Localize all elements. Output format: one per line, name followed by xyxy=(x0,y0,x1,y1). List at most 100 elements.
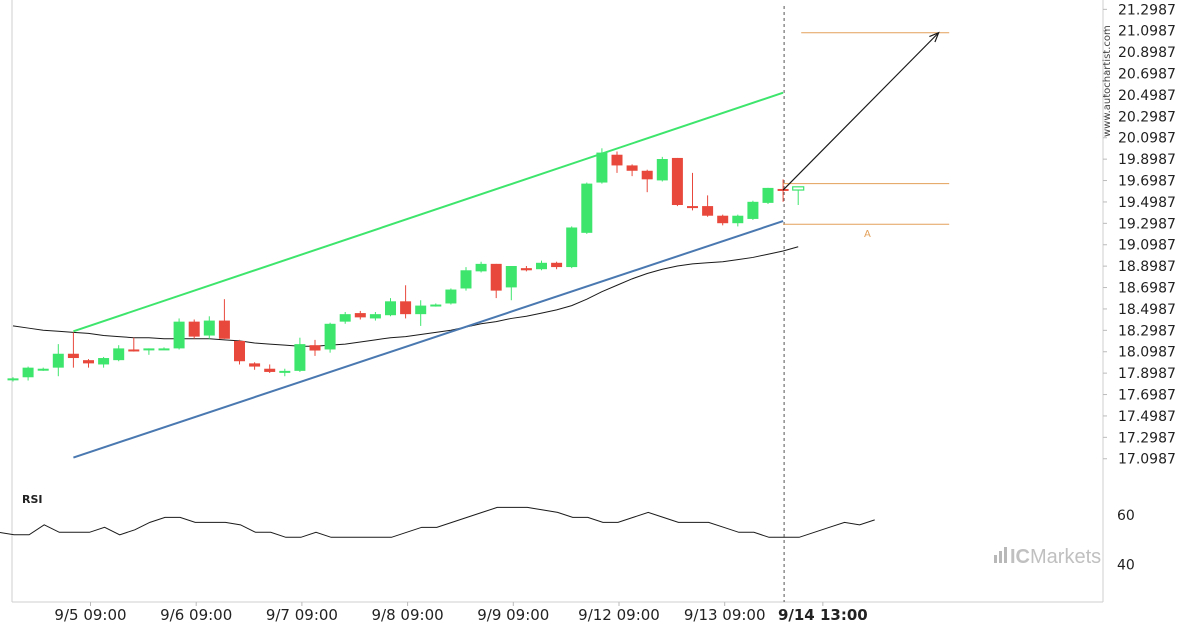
candle xyxy=(218,299,230,339)
candle xyxy=(717,214,729,226)
candle-body xyxy=(354,313,366,318)
candle xyxy=(747,200,759,220)
candle xyxy=(566,226,578,269)
candles-layer xyxy=(7,148,805,382)
candle xyxy=(67,332,79,368)
candle xyxy=(294,337,306,372)
price-tick-label: 20.6987 xyxy=(1118,67,1176,83)
candle-body xyxy=(460,270,472,289)
watermark-text: www.autochartist.com xyxy=(1102,25,1113,137)
price-axis: 21.2987 21.0987 20.8987 20.6987 20.4987 20.29… xyxy=(11,0,1176,603)
price-tick-label: 17.2987 xyxy=(1118,430,1176,446)
candle xyxy=(385,298,396,317)
price-tick-label: 21.0987 xyxy=(1118,24,1176,40)
candle-body xyxy=(717,215,729,224)
price-tick-label: 20.2987 xyxy=(1118,109,1176,125)
candle xyxy=(641,169,653,193)
candle xyxy=(234,339,245,365)
candle-body xyxy=(173,321,185,349)
forecast-arrow-line xyxy=(782,32,940,191)
candle xyxy=(505,266,517,301)
time-tick-label: 9/5 09:00 xyxy=(54,606,126,624)
candle-body xyxy=(702,206,714,216)
candle-body xyxy=(279,370,291,373)
candle-body xyxy=(158,348,170,351)
candle-body xyxy=(218,320,230,339)
candle xyxy=(113,345,125,362)
candle-body xyxy=(98,358,110,365)
candle xyxy=(52,344,64,377)
price-tick-label: 17.4987 xyxy=(1118,409,1176,425)
time-tick-label: 9/7 09:00 xyxy=(266,606,338,624)
candle-body xyxy=(747,201,759,219)
candle xyxy=(369,312,381,321)
candle-body xyxy=(7,378,19,381)
candle-body xyxy=(203,320,215,336)
candle xyxy=(98,356,110,368)
moving-average-layer xyxy=(12,246,799,347)
channel-upper-line xyxy=(73,91,784,333)
logo-bar-3 xyxy=(1004,547,1007,563)
forecast-arrow-layer xyxy=(782,31,940,191)
candle-body xyxy=(762,187,774,203)
candle-body xyxy=(324,323,336,350)
logo-bar-1 xyxy=(994,555,997,563)
candle-body xyxy=(309,345,321,351)
candle-body xyxy=(369,314,381,319)
rsi-label: RSI xyxy=(22,493,43,506)
price-tick-label: 19.2987 xyxy=(1118,216,1176,232)
candle xyxy=(490,263,502,299)
candle xyxy=(551,261,563,270)
price-tick-label: 19.6987 xyxy=(1118,174,1176,190)
candle-body xyxy=(641,170,653,180)
candle xyxy=(460,267,472,291)
candle xyxy=(22,366,34,381)
candle-body xyxy=(566,227,578,268)
candle xyxy=(611,151,623,173)
candle-body xyxy=(264,368,276,372)
candle-body xyxy=(581,183,593,233)
candle xyxy=(7,377,19,382)
logo-text-markets: Markets xyxy=(1030,546,1101,568)
rsi-tick-label: 60 xyxy=(1117,508,1135,524)
candle xyxy=(83,359,94,368)
candle-body xyxy=(400,301,412,315)
price-tick-label: 20.0987 xyxy=(1118,131,1176,147)
candle xyxy=(475,261,487,273)
price-tick-label: 18.0987 xyxy=(1118,345,1176,361)
candle-body xyxy=(415,305,427,315)
candle xyxy=(158,347,170,351)
rsi-tick-label: 40 xyxy=(1117,558,1135,574)
price-tick-label: 20.4987 xyxy=(1118,88,1176,104)
candle xyxy=(581,182,593,234)
candle-body xyxy=(234,340,245,362)
candle xyxy=(702,195,714,217)
candle xyxy=(37,367,49,371)
candle-body xyxy=(626,165,638,171)
candle-body xyxy=(128,349,140,352)
candle-body xyxy=(656,159,668,181)
candle-body xyxy=(475,263,487,272)
candle-body xyxy=(445,289,457,304)
candle xyxy=(732,214,744,227)
candle-body xyxy=(83,360,94,364)
rsi-layer xyxy=(0,506,875,538)
price-tick-label: 17.0987 xyxy=(1118,452,1176,468)
candle xyxy=(626,164,638,177)
candle-body xyxy=(792,186,805,191)
candle xyxy=(264,364,276,374)
price-tick-label: 20.8987 xyxy=(1118,45,1176,61)
price-tick-label: 19.4987 xyxy=(1118,195,1176,211)
candle xyxy=(128,337,140,352)
price-tick-label: 19.0987 xyxy=(1118,238,1176,254)
candle xyxy=(520,266,532,272)
price-tick-label: 18.2987 xyxy=(1118,323,1176,339)
candle xyxy=(596,148,608,184)
price-tick-label: 19.8987 xyxy=(1118,152,1176,168)
candle-body xyxy=(611,154,623,166)
forecast-arrow-head xyxy=(929,31,940,43)
pattern-marker: A xyxy=(864,229,871,240)
candle-body xyxy=(536,262,547,270)
